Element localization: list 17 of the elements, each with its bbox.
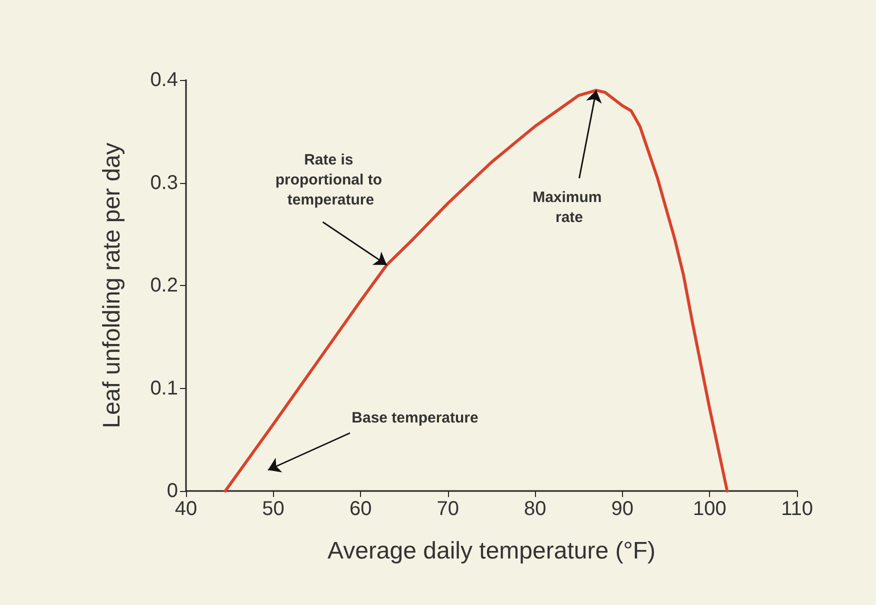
x-tick-label: 110 — [781, 498, 813, 520]
x-tick-label: 50 — [262, 498, 284, 520]
x-tick-label: 60 — [349, 498, 372, 520]
x-tick-label: 100 — [693, 498, 726, 520]
x-tick-label: 80 — [524, 498, 546, 520]
x-axis-title: Average daily temperature (°F) — [328, 538, 656, 564]
y-tick-label: 0.2 — [150, 274, 178, 296]
y-tick-label: 0.3 — [150, 172, 178, 194]
x-tick-label: 90 — [611, 498, 634, 520]
x-tick-label: 70 — [436, 498, 459, 520]
line-series — [224, 88, 729, 492]
y-tick-label: 0.1 — [150, 377, 178, 400]
annotation: Rate is proportional to temperature — [275, 151, 386, 208]
y-tick-label: 0.4 — [150, 69, 178, 91]
annotation: Maximum rate — [532, 188, 606, 226]
y-axis-title: Leaf unfolding rate per day — [98, 142, 126, 428]
annotation: Base temperature — [352, 410, 478, 426]
